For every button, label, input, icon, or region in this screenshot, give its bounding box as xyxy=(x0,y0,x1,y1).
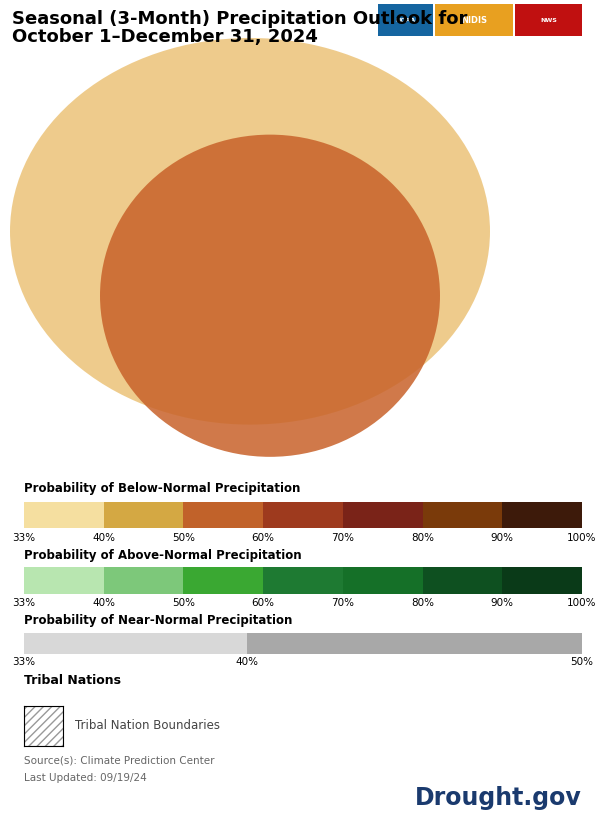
Text: Probability of Above-Normal Precipitation: Probability of Above-Normal Precipitatio… xyxy=(24,548,302,562)
Text: October 1–December 31, 2024: October 1–December 31, 2024 xyxy=(12,28,318,46)
Text: NOAA: NOAA xyxy=(395,18,416,23)
Text: 40%: 40% xyxy=(92,533,115,543)
Text: 80%: 80% xyxy=(411,533,434,543)
Text: 70%: 70% xyxy=(331,599,355,609)
Text: Seasonal (3-Month) Precipitation Outlook for: Seasonal (3-Month) Precipitation Outlook… xyxy=(12,10,467,28)
Text: Tribal Nations: Tribal Nations xyxy=(24,674,121,687)
Ellipse shape xyxy=(10,38,490,425)
Text: 40%: 40% xyxy=(236,657,259,667)
Text: 100%: 100% xyxy=(567,533,597,543)
Text: Last Updated: 09/19/24: Last Updated: 09/19/24 xyxy=(24,773,147,783)
Text: 50%: 50% xyxy=(172,533,195,543)
Bar xyxy=(378,4,433,36)
Text: 60%: 60% xyxy=(251,599,275,609)
Text: Probability of Near-Normal Precipitation: Probability of Near-Normal Precipitation xyxy=(24,614,292,627)
Text: Tribal Nation Boundaries: Tribal Nation Boundaries xyxy=(75,719,220,732)
Bar xyxy=(515,4,582,36)
Text: 90%: 90% xyxy=(491,533,514,543)
Text: 50%: 50% xyxy=(571,657,593,667)
Text: 50%: 50% xyxy=(172,599,195,609)
Text: 80%: 80% xyxy=(411,599,434,609)
Text: Probability of Below-Normal Precipitation: Probability of Below-Normal Precipitatio… xyxy=(24,482,301,495)
Text: 33%: 33% xyxy=(13,533,35,543)
Text: 100%: 100% xyxy=(567,599,597,609)
Text: 40%: 40% xyxy=(92,599,115,609)
Text: 33%: 33% xyxy=(13,599,35,609)
Text: 70%: 70% xyxy=(331,533,355,543)
Text: NIDIS: NIDIS xyxy=(461,16,487,24)
Ellipse shape xyxy=(100,135,440,456)
Text: 33%: 33% xyxy=(13,657,35,667)
Text: Drought.gov: Drought.gov xyxy=(415,786,582,810)
Text: NWS: NWS xyxy=(540,18,557,23)
Bar xyxy=(435,4,512,36)
Text: 90%: 90% xyxy=(491,599,514,609)
Text: Source(s): Climate Prediction Center: Source(s): Climate Prediction Center xyxy=(24,756,215,766)
Text: 60%: 60% xyxy=(251,533,275,543)
